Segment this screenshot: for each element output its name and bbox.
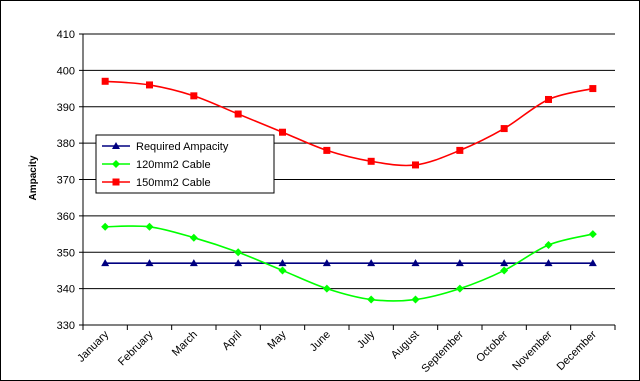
data-point-120mm2-cable bbox=[455, 284, 464, 293]
data-point-150mm2-cable bbox=[412, 161, 419, 169]
legend-label-required-ampacity: Required Ampacity bbox=[136, 141, 229, 153]
legend-label-120mm2-cable: 120mm2 Cable bbox=[136, 159, 211, 171]
x-tick-label: July bbox=[355, 328, 378, 351]
data-point-120mm2-cable bbox=[278, 266, 287, 275]
x-tick-label: February bbox=[116, 328, 156, 368]
data-point-150mm2-cable bbox=[323, 146, 331, 154]
x-tick-label: September bbox=[419, 328, 466, 375]
data-point-required-ampacity bbox=[234, 259, 243, 267]
data-point-120mm2-cable bbox=[234, 248, 243, 257]
x-tick-label: May bbox=[265, 328, 289, 352]
data-point-150mm2-cable bbox=[589, 85, 597, 93]
y-tick-label: 390 bbox=[57, 102, 75, 114]
y-tick-label: 400 bbox=[57, 65, 75, 77]
series bbox=[101, 77, 597, 304]
y-tick-label: 380 bbox=[57, 138, 75, 150]
y-tick-label: 410 bbox=[57, 29, 75, 41]
x-tick-label: November bbox=[510, 328, 555, 373]
y-tick-label: 360 bbox=[57, 211, 75, 223]
y-tick-label: 370 bbox=[57, 175, 75, 187]
data-point-150mm2-cable bbox=[146, 81, 153, 89]
data-point-required-ampacity bbox=[145, 259, 154, 267]
y-tick-label: 350 bbox=[57, 247, 75, 259]
x-tick-label: March bbox=[170, 329, 200, 359]
x-tick-label: December bbox=[555, 328, 600, 373]
legend: Required Ampacity 120mm2 Cable 150mm2 Cabl… bbox=[95, 134, 275, 194]
data-point-120mm2-cable bbox=[544, 240, 553, 249]
legend-marker-required-ampacity bbox=[112, 142, 120, 149]
tick-labels: 330 340 350 360 370 380 390 400 410 January Februa… bbox=[57, 29, 600, 375]
data-point-required-ampacity bbox=[544, 259, 553, 267]
data-point-150mm2-cable bbox=[456, 146, 464, 154]
series-line-150mm2-cable bbox=[105, 80, 594, 167]
y-tick-label: 330 bbox=[57, 320, 75, 332]
data-point-150mm2-cable bbox=[190, 92, 198, 100]
data-point-120mm2-cable bbox=[322, 284, 331, 293]
data-point-120mm2-cable bbox=[189, 233, 198, 242]
data-point-120mm2-cable bbox=[588, 230, 597, 239]
data-point-required-ampacity bbox=[189, 259, 198, 267]
legend-label-150mm2-cable: 150mm2 Cable bbox=[136, 177, 211, 189]
data-point-120mm2-cable bbox=[145, 222, 154, 231]
data-point-required-ampacity bbox=[101, 259, 110, 267]
data-point-required-ampacity bbox=[367, 259, 376, 267]
data-point-required-ampacity bbox=[411, 259, 420, 267]
y-axis-title: Ampacity bbox=[28, 155, 39, 200]
data-point-150mm2-cable bbox=[367, 157, 375, 165]
data-point-required-ampacity bbox=[278, 259, 287, 267]
data-point-120mm2-cable bbox=[411, 295, 420, 304]
data-point-required-ampacity bbox=[455, 259, 464, 267]
axes bbox=[79, 33, 616, 330]
x-tick-label: April bbox=[220, 329, 244, 353]
x-tick-label: October bbox=[474, 328, 510, 364]
data-point-120mm2-cable bbox=[500, 266, 509, 275]
legend-marker-150mm2-cable bbox=[112, 178, 120, 186]
data-point-150mm2-cable bbox=[234, 110, 242, 118]
data-point-150mm2-cable bbox=[101, 77, 109, 85]
data-point-150mm2-cable bbox=[545, 95, 552, 103]
data-point-120mm2-cable bbox=[101, 222, 110, 231]
y-tick-label: 340 bbox=[57, 284, 75, 296]
data-point-required-ampacity bbox=[500, 259, 509, 267]
x-tick-label: June bbox=[308, 329, 333, 354]
series-line-120mm2-cable bbox=[105, 225, 594, 302]
data-point-120mm2-cable bbox=[367, 295, 376, 304]
x-tick-label: August bbox=[389, 329, 422, 362]
data-point-required-ampacity bbox=[588, 259, 597, 267]
data-point-required-ampacity bbox=[322, 259, 331, 267]
x-tick-label: January bbox=[75, 328, 112, 365]
legend-marker-120mm2-cable bbox=[112, 160, 120, 168]
data-point-150mm2-cable bbox=[500, 125, 508, 133]
data-point-150mm2-cable bbox=[279, 128, 286, 136]
